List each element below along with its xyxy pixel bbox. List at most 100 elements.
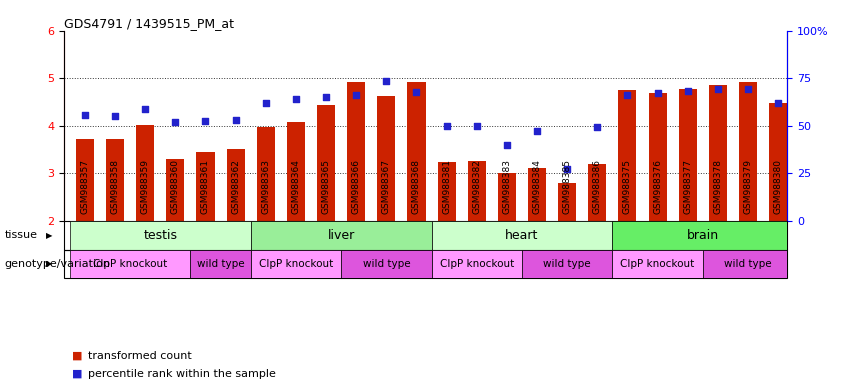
Bar — [528, 167, 546, 221]
Bar — [106, 139, 124, 221]
Bar — [648, 93, 666, 221]
Text: GSM988361: GSM988361 — [201, 159, 210, 214]
Text: GSM988362: GSM988362 — [231, 159, 240, 214]
Bar — [408, 82, 426, 221]
Point — [139, 106, 152, 112]
Bar — [437, 162, 455, 221]
Text: GSM988358: GSM988358 — [111, 159, 119, 214]
Bar — [377, 96, 396, 221]
Text: ■: ■ — [72, 369, 83, 379]
Text: GSM988381: GSM988381 — [443, 159, 451, 214]
Bar — [613, 250, 703, 278]
Text: tissue: tissue — [4, 230, 37, 240]
Text: GSM988386: GSM988386 — [593, 159, 602, 214]
Bar — [257, 127, 275, 221]
Bar — [70, 221, 251, 250]
Text: GSM988378: GSM988378 — [713, 159, 722, 214]
Bar — [703, 250, 793, 278]
Point — [440, 123, 454, 129]
Text: ▶: ▶ — [46, 260, 53, 268]
Text: GSM988366: GSM988366 — [351, 159, 361, 214]
Text: GSM988368: GSM988368 — [412, 159, 421, 214]
Text: heart: heart — [505, 229, 539, 242]
Text: ClpP knockout: ClpP knockout — [93, 259, 168, 269]
Text: GSM988367: GSM988367 — [382, 159, 391, 214]
Bar — [197, 152, 214, 221]
Text: wild type: wild type — [724, 259, 772, 269]
Text: ClpP knockout: ClpP knockout — [259, 259, 333, 269]
Point — [259, 100, 272, 106]
Point — [470, 122, 483, 129]
Text: testis: testis — [143, 229, 177, 242]
Point — [741, 86, 755, 92]
Bar — [431, 250, 522, 278]
Text: brain: brain — [687, 229, 719, 242]
Bar — [191, 250, 251, 278]
Bar — [613, 221, 793, 250]
Text: GSM988383: GSM988383 — [502, 159, 511, 214]
Bar — [558, 183, 576, 221]
Point — [350, 92, 363, 98]
Text: GSM988380: GSM988380 — [774, 159, 783, 214]
Bar — [431, 221, 613, 250]
Bar — [136, 125, 154, 221]
Bar — [76, 139, 94, 221]
Point — [620, 92, 634, 98]
Text: GSM988357: GSM988357 — [81, 159, 89, 214]
Point — [289, 96, 303, 102]
Text: liver: liver — [328, 229, 355, 242]
Text: GSM988360: GSM988360 — [171, 159, 180, 214]
Bar — [226, 149, 245, 221]
Bar — [347, 82, 365, 221]
Point — [771, 100, 785, 106]
Point — [108, 113, 122, 119]
Point — [530, 128, 544, 134]
Text: GSM988377: GSM988377 — [683, 159, 692, 214]
Text: ClpP knockout: ClpP knockout — [440, 259, 514, 269]
Text: GSM988376: GSM988376 — [653, 159, 662, 214]
Bar — [468, 161, 486, 221]
Text: GSM988365: GSM988365 — [322, 159, 330, 214]
Point — [681, 88, 694, 94]
Bar — [341, 250, 431, 278]
Bar — [709, 85, 727, 221]
Text: GDS4791 / 1439515_PM_at: GDS4791 / 1439515_PM_at — [64, 17, 234, 30]
Text: GSM988359: GSM988359 — [140, 159, 150, 214]
Text: wild type: wild type — [197, 259, 244, 269]
Text: GSM988379: GSM988379 — [744, 159, 752, 214]
Text: GSM988382: GSM988382 — [472, 159, 481, 214]
Point — [198, 118, 212, 124]
Point — [78, 112, 92, 118]
Text: GSM988385: GSM988385 — [563, 159, 572, 214]
Text: GSM988364: GSM988364 — [291, 159, 300, 214]
Bar — [522, 250, 613, 278]
Text: transformed count: transformed count — [88, 351, 191, 361]
Bar — [498, 173, 516, 221]
Point — [500, 142, 514, 148]
Bar — [166, 159, 185, 221]
Point — [168, 119, 182, 125]
Bar — [678, 89, 697, 221]
Point — [651, 90, 665, 96]
Text: GSM988384: GSM988384 — [533, 159, 541, 214]
Text: ▶: ▶ — [46, 231, 53, 240]
Bar — [769, 103, 787, 221]
Point — [409, 88, 423, 94]
Text: genotype/variation: genotype/variation — [4, 259, 111, 269]
Point — [229, 117, 243, 123]
Text: GSM988363: GSM988363 — [261, 159, 271, 214]
Text: ■: ■ — [72, 351, 83, 361]
Text: wild type: wild type — [363, 259, 410, 269]
Bar — [317, 105, 335, 221]
Point — [319, 94, 333, 100]
Bar — [739, 81, 757, 221]
Point — [560, 166, 574, 172]
Text: ClpP knockout: ClpP knockout — [620, 259, 694, 269]
Bar — [588, 164, 606, 221]
Text: wild type: wild type — [543, 259, 591, 269]
Bar — [287, 122, 305, 221]
Bar — [70, 250, 191, 278]
Point — [380, 78, 393, 84]
Bar — [251, 250, 341, 278]
Bar — [619, 90, 637, 221]
